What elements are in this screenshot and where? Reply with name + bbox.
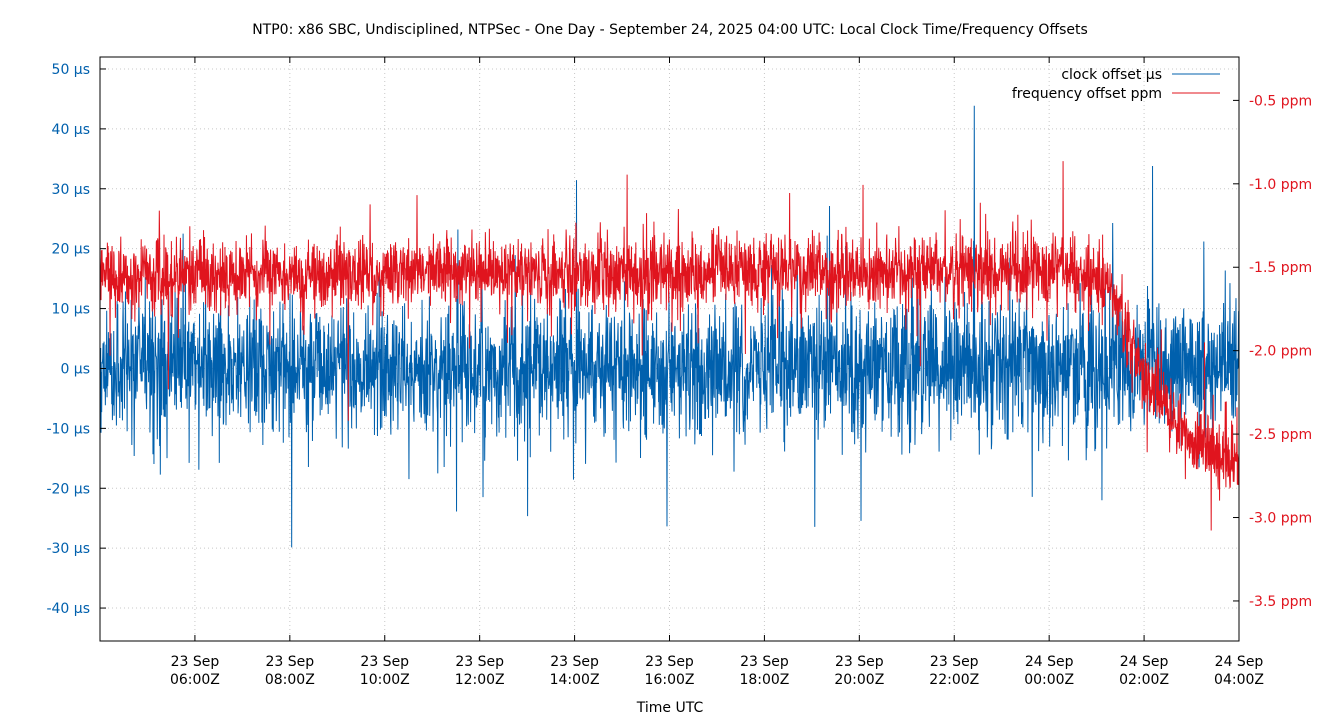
x-tick-label: 12:00Z [455,672,505,688]
y-left-tick-label: 40 µs [52,122,90,138]
y-left-tick-label: -10 µs [46,421,90,437]
y-left-tick-label: 10 µs [52,302,90,318]
y-left-tick-label: 30 µs [52,182,90,198]
axis-layer: 23 Sep 06:00Z 23 Sep 08:00Z 23 Sep 10:00Z 23 S… [46,57,1312,688]
y-right-tick-label: -1.5 ppm [1249,260,1312,276]
x-tick-label: 23 Sep [360,654,409,670]
series-layer [100,105,1239,548]
x-tick-label: 06:00Z [170,672,220,688]
x-tick-label: 24 Sep [1025,654,1074,670]
y-left-tick-label: -40 µs [46,601,90,617]
x-tick-label: 23 Sep [550,654,599,670]
y-right-tick-label: -3.0 ppm [1249,511,1312,527]
legend: clock offset µs frequency offset ppm [1012,67,1220,102]
y-right-tick-label: -2.0 ppm [1249,344,1312,360]
y-left-tick-label: 20 µs [52,242,90,258]
x-tick-label: 23 Sep [171,654,220,670]
y-right-tick-label: -3.5 ppm [1249,594,1312,610]
x-axis-label: Time UTC [636,700,704,716]
x-tick-label: 04:00Z [1214,672,1264,688]
x-tick-label: 23 Sep [930,654,979,670]
legend-label: clock offset µs [1061,67,1162,83]
y-right-tick-label: -0.5 ppm [1249,93,1312,109]
x-tick-label: 23 Sep [740,654,789,670]
x-tick-label: 18:00Z [739,672,789,688]
x-tick-label: 23 Sep [835,654,884,670]
chart-title: NTP0: x86 SBC, Undisciplined, NTPSec - O… [252,22,1088,38]
x-tick-label: 10:00Z [360,672,410,688]
x-tick-label: 08:00Z [265,672,315,688]
series-line-frequency-offset [100,161,1239,531]
y-right-tick-label: -1.0 ppm [1249,177,1312,193]
x-tick-label: 24 Sep [1120,654,1169,670]
x-tick-label: 02:00Z [1119,672,1169,688]
series-line-clock-offset [100,105,1239,548]
legend-label: frequency offset ppm [1012,86,1162,102]
x-tick-label: 24 Sep [1215,654,1264,670]
y-left-tick-label: 50 µs [52,62,90,78]
y-left-tick-label: 0 µs [60,361,90,377]
x-tick-label: 23 Sep [645,654,694,670]
x-tick-label: 20:00Z [834,672,884,688]
x-tick-label: 23 Sep [266,654,315,670]
x-tick-label: 22:00Z [929,672,979,688]
x-tick-label: 00:00Z [1024,672,1074,688]
y-left-tick-label: -20 µs [46,481,90,497]
x-tick-label: 16:00Z [645,672,695,688]
y-left-tick-label: -30 µs [46,541,90,557]
x-tick-label: 14:00Z [550,672,600,688]
x-tick-label: 23 Sep [455,654,504,670]
y-right-tick-label: -2.5 ppm [1249,427,1312,443]
